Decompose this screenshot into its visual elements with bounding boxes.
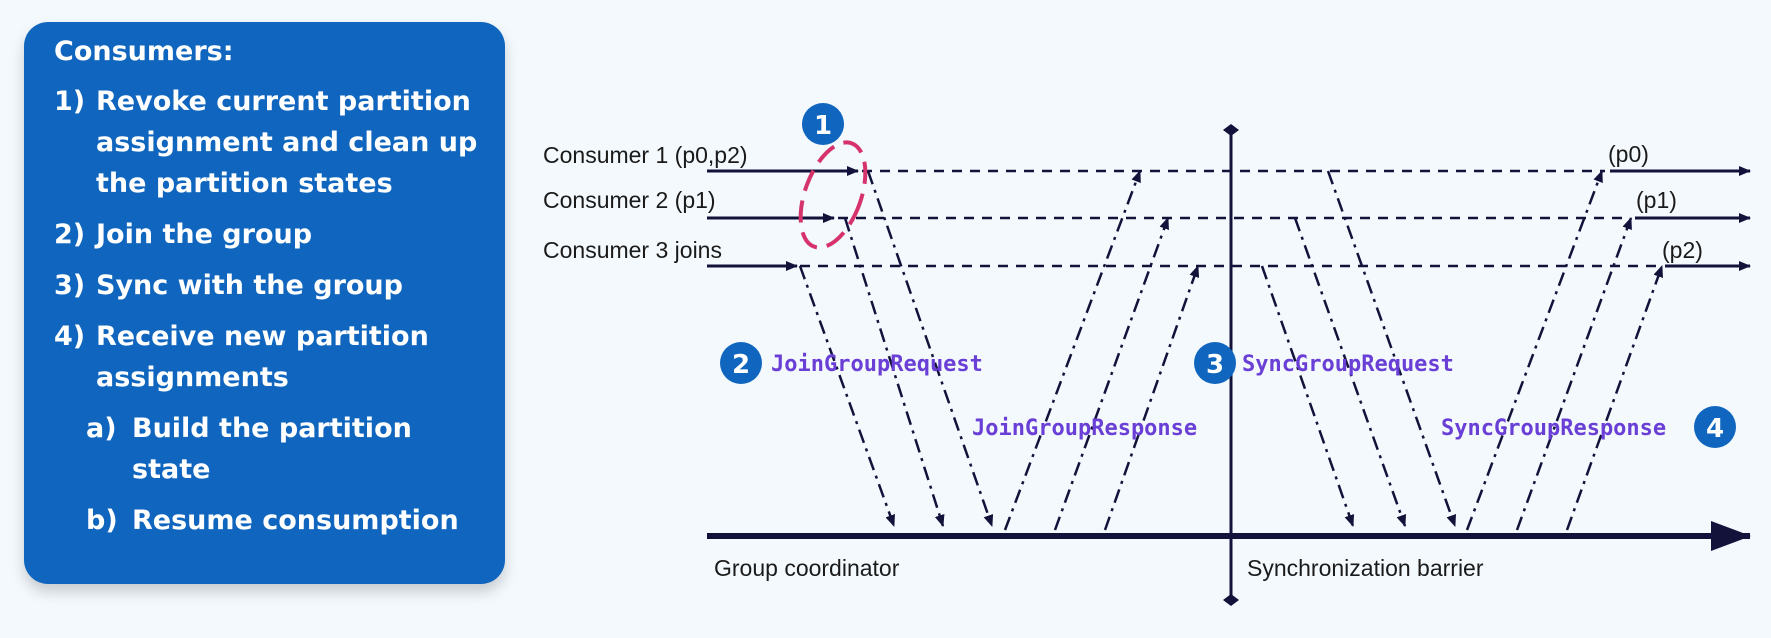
substep-text: Build the partition state (132, 413, 412, 485)
substep-number: a) (86, 413, 117, 444)
sync-response-arrow-2 (1515, 217, 1633, 531)
badge-1: 1 (802, 103, 844, 145)
sync-response-arrow-1 (1465, 170, 1604, 531)
join-request-arrow-3 (798, 265, 896, 527)
badge-2: 2 (720, 342, 762, 384)
join-request-label: JoinGroupRequest (771, 352, 983, 377)
step-2: 2) Join the group (54, 214, 491, 255)
badge-4-number: 4 (1706, 414, 1724, 444)
step-number: 3) (54, 270, 86, 301)
join-response-arrow-1 (1003, 170, 1142, 531)
consumer-1-assignment: (p0) (1608, 141, 1649, 167)
consumer-3-label: Consumer 3 joins (543, 237, 722, 263)
step-text: Sync with the group (96, 270, 403, 301)
badge-3: 3 (1194, 342, 1236, 384)
consumer-1-label: Consumer 1 (p0,p2) (543, 142, 748, 168)
sync-response-label: SyncGroupResponse (1441, 416, 1666, 441)
consumer-steps-panel: Consumers: 1) Revoke current partition a… (24, 22, 505, 584)
step-text: Revoke current partition assignment and … (96, 86, 478, 199)
step-number: 4) (54, 321, 86, 352)
join-response-arrow-3 (1103, 265, 1200, 531)
step-4: 4) Receive new partition assignments (54, 316, 491, 398)
substep-b: b) Resume consumption (86, 500, 491, 541)
step-text: Join the group (96, 219, 313, 250)
badge-3-number: 3 (1206, 350, 1224, 380)
revoke-highlight (798, 140, 868, 250)
sync-response-arrow-3 (1565, 265, 1664, 531)
badge-4: 4 (1694, 406, 1736, 448)
step-number: 2) (54, 219, 86, 250)
sync-request-arrow-1 (1326, 170, 1457, 527)
step-text: Receive new partition assignments (96, 321, 429, 393)
join-request-arrow-1 (866, 170, 994, 527)
coordinator-label: Group coordinator (714, 555, 900, 581)
step-1: 1) Revoke current partition assignment a… (54, 81, 491, 204)
join-request-arrows (798, 170, 994, 527)
join-response-arrow-2 (1053, 217, 1170, 531)
badge-2-number: 2 (732, 350, 750, 380)
step-3: 3) Sync with the group (54, 265, 491, 306)
badge-1-number: 1 (814, 111, 832, 141)
sync-request-arrow-2 (1293, 217, 1407, 527)
sync-request-label: SyncGroupRequest (1242, 352, 1454, 377)
sync-response-arrows (1465, 170, 1664, 531)
consumer-3-assignment: (p2) (1662, 237, 1703, 263)
join-request-arrow-2 (843, 217, 945, 527)
substep-text: Resume consumption (132, 505, 459, 536)
join-response-label: JoinGroupResponse (972, 416, 1197, 441)
join-response-arrows (1003, 170, 1200, 531)
substep-a: a) Build the partition state (86, 408, 491, 490)
consumer-2-label: Consumer 2 (p1) (543, 187, 716, 213)
sync-request-arrow-3 (1260, 265, 1355, 527)
consumer-2-assignment: (p1) (1636, 187, 1677, 213)
sync-request-arrows (1260, 170, 1457, 527)
barrier-label: Synchronization barrier (1247, 555, 1484, 581)
substep-number: b) (86, 505, 118, 536)
step-number: 1) (54, 86, 86, 117)
panel-title: Consumers: (54, 36, 234, 67)
